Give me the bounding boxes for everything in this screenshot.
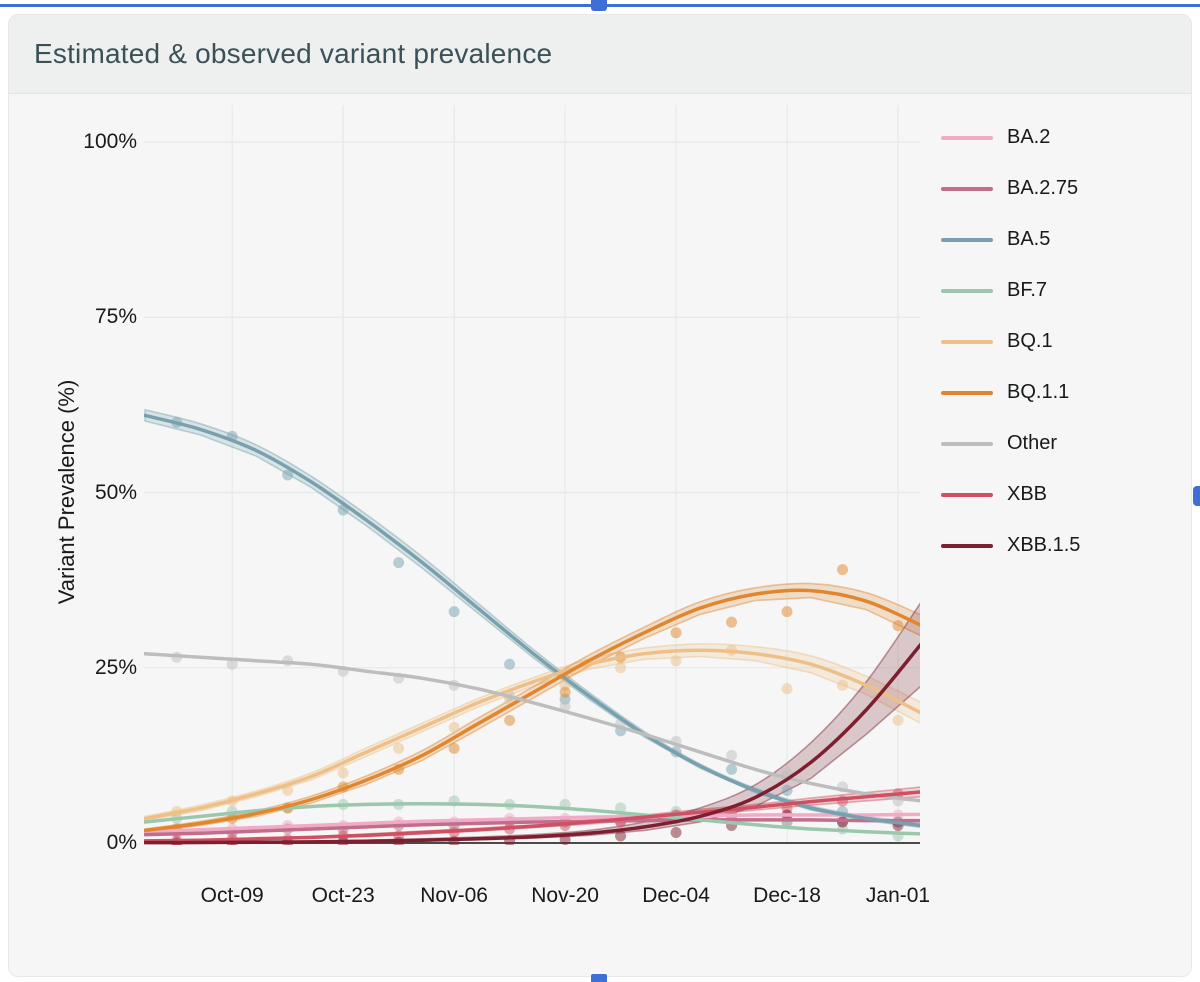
legend-label: BF.7 xyxy=(1007,279,1048,301)
legend-item-BA.5[interactable]: BA.5 xyxy=(941,214,1080,265)
y-tick-label: 50% xyxy=(94,480,137,504)
selection-handle-bottom[interactable] xyxy=(591,974,607,982)
legend-item-BA.2.75[interactable]: BA.2.75 xyxy=(941,163,1080,214)
legend-swatch-BQ.1.1 xyxy=(941,390,993,395)
x-tick-label: Dec-18 xyxy=(753,884,821,907)
x-tick-label: Oct-23 xyxy=(311,884,375,907)
legend-swatch-XBB xyxy=(941,492,993,497)
x-tick-label: Dec-04 xyxy=(642,884,710,907)
page-title: Estimated & observed variant prevalence xyxy=(34,38,553,69)
x-tick-label: Nov-06 xyxy=(420,884,488,907)
x-tick-label: Nov-20 xyxy=(531,884,599,907)
y-tick-label: 25% xyxy=(94,655,137,679)
legend-item-Other[interactable]: Other xyxy=(941,418,1080,469)
y-axis-title: Variant Prevalence (%) xyxy=(54,379,79,605)
legend-item-BQ.1.1[interactable]: BQ.1.1 xyxy=(941,367,1080,418)
card-header: Estimated & observed variant prevalence xyxy=(9,15,1191,94)
legend-swatch-BA.2 xyxy=(941,135,993,140)
legend-label: BQ.1.1 xyxy=(1007,381,1070,403)
legend-swatch-BA.5 xyxy=(941,237,993,242)
legend-label: BQ.1 xyxy=(1007,330,1053,352)
legend-item-BF.7[interactable]: BF.7 xyxy=(941,265,1080,316)
legend-label: XBB.1.5 xyxy=(1007,534,1081,556)
legend-item-XBB.1.5[interactable]: XBB.1.5 xyxy=(941,520,1080,571)
legend-label: BA.2 xyxy=(1007,126,1051,148)
legend-swatch-Other xyxy=(941,441,993,446)
y-tick-label: 100% xyxy=(83,130,137,153)
legend-swatch-BQ.1 xyxy=(941,339,993,344)
legend-swatch-XBB.1.5 xyxy=(941,543,993,548)
x-tick-label: Oct-09 xyxy=(200,884,264,907)
legend-label: Other xyxy=(1007,432,1058,454)
selection-handle-right[interactable] xyxy=(1193,486,1200,506)
legend-label: XBB xyxy=(1007,483,1048,505)
legend-item-BQ.1[interactable]: BQ.1 xyxy=(941,316,1080,367)
y-tick-label: 0% xyxy=(106,831,137,854)
legend-item-XBB[interactable]: XBB xyxy=(941,469,1080,520)
chart-legend: BA.2 BA.2.75 BA.5 BF.7 BQ.1 BQ.1.1 Other XBB XBB… xyxy=(941,112,1080,571)
legend-swatch-BA.2.75 xyxy=(941,186,993,191)
legend-label: BA.5 xyxy=(1007,228,1051,250)
legend-item-BA.2[interactable]: BA.2 xyxy=(941,112,1080,163)
y-tick-label: 75% xyxy=(94,305,137,329)
legend-label: BA.2.75 xyxy=(1007,177,1079,199)
x-tick-label: Jan-01 xyxy=(865,884,931,907)
selection-handle-top[interactable] xyxy=(591,0,607,11)
legend-swatch-BF.7 xyxy=(941,288,993,293)
